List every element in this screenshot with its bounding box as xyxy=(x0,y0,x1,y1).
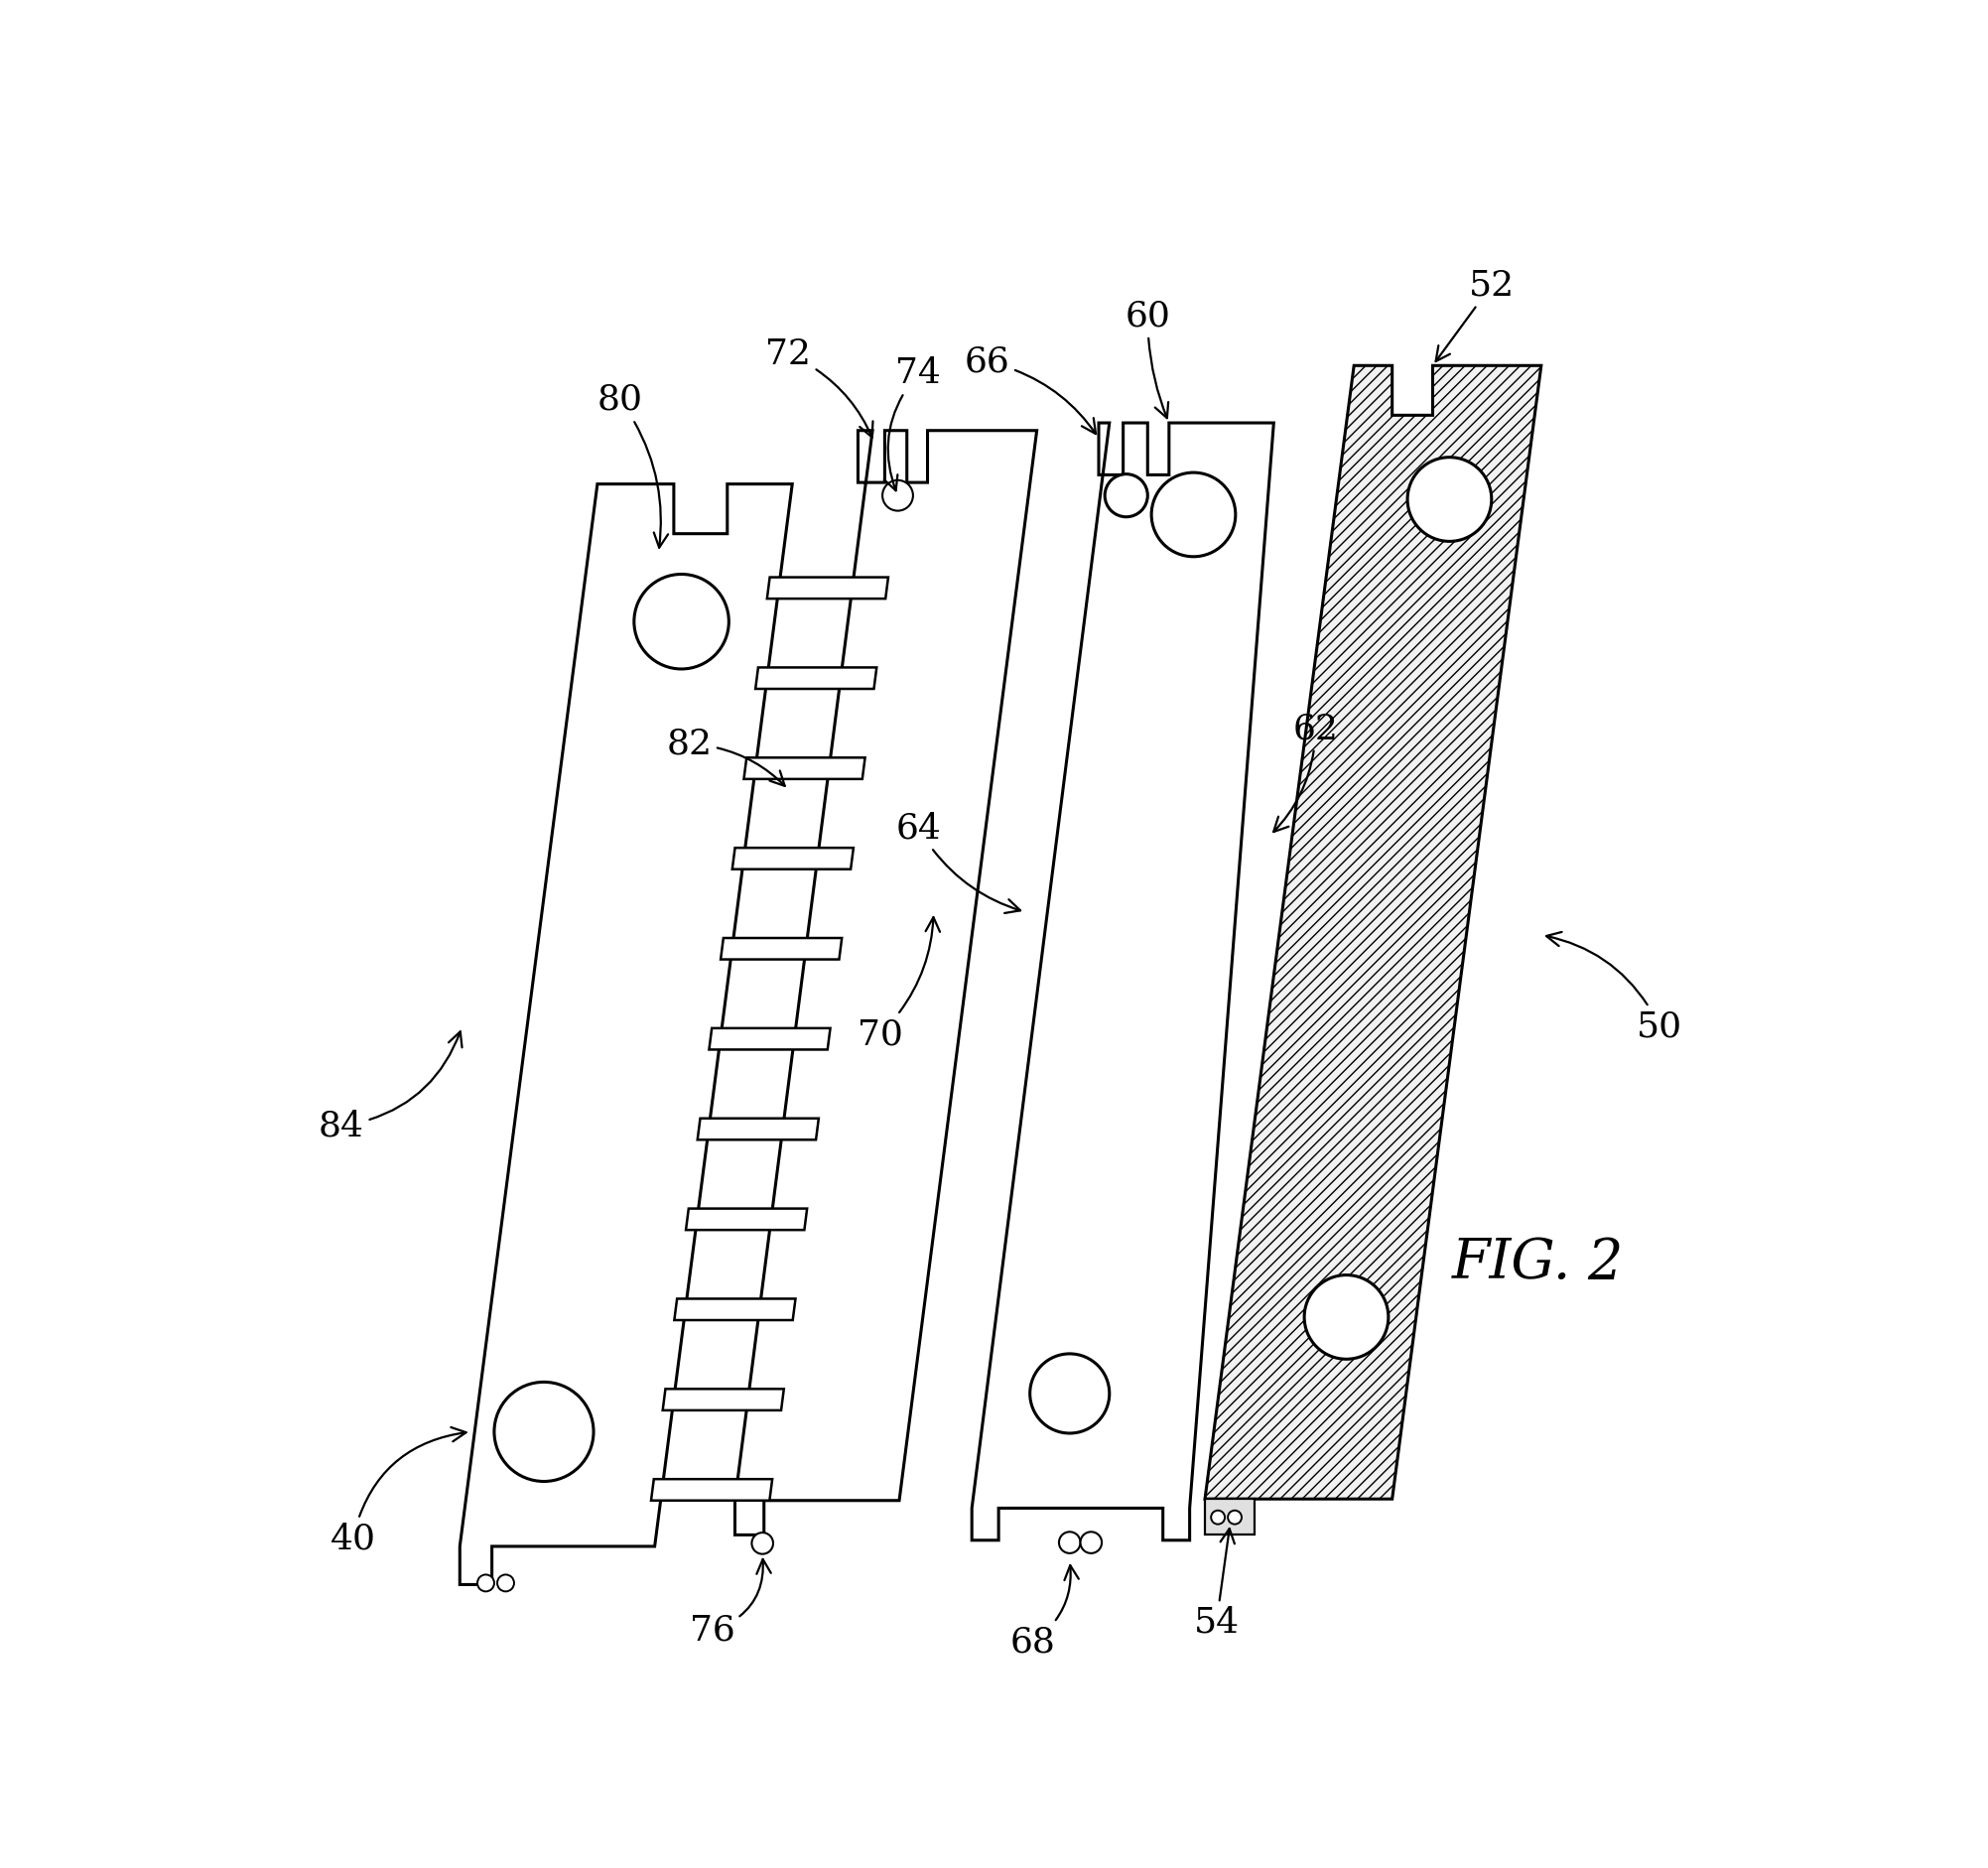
Circle shape xyxy=(497,1575,515,1592)
Circle shape xyxy=(883,480,912,510)
Text: 84: 84 xyxy=(318,1031,461,1143)
Circle shape xyxy=(1030,1354,1109,1433)
Polygon shape xyxy=(459,484,793,1584)
Circle shape xyxy=(1229,1511,1242,1524)
Circle shape xyxy=(1151,473,1235,557)
Circle shape xyxy=(1408,458,1491,542)
Circle shape xyxy=(751,1532,773,1554)
Polygon shape xyxy=(698,1119,819,1139)
Polygon shape xyxy=(732,848,853,869)
Text: 50: 50 xyxy=(1547,932,1682,1044)
Text: 60: 60 xyxy=(1125,299,1171,418)
Polygon shape xyxy=(686,1209,807,1229)
Circle shape xyxy=(1211,1511,1225,1524)
Text: 76: 76 xyxy=(690,1560,771,1648)
Polygon shape xyxy=(1205,1498,1254,1535)
Text: 62: 62 xyxy=(1274,712,1338,831)
Circle shape xyxy=(634,573,730,669)
Polygon shape xyxy=(972,422,1274,1541)
Text: 70: 70 xyxy=(857,917,940,1052)
Polygon shape xyxy=(767,577,889,598)
Circle shape xyxy=(1105,474,1147,517)
Polygon shape xyxy=(662,1390,783,1410)
Text: 74: 74 xyxy=(885,357,940,491)
Polygon shape xyxy=(674,1298,795,1321)
Text: 66: 66 xyxy=(964,346,1095,433)
Polygon shape xyxy=(755,667,877,689)
Circle shape xyxy=(495,1382,594,1481)
Circle shape xyxy=(1060,1532,1079,1552)
Text: FIG. 2: FIG. 2 xyxy=(1451,1237,1624,1291)
Text: 64: 64 xyxy=(895,811,1020,913)
Text: 68: 68 xyxy=(1010,1565,1079,1659)
Polygon shape xyxy=(1205,366,1541,1498)
Circle shape xyxy=(1304,1276,1388,1360)
Circle shape xyxy=(1079,1532,1101,1552)
Text: 82: 82 xyxy=(666,727,785,786)
Polygon shape xyxy=(710,1027,831,1050)
Polygon shape xyxy=(736,430,1038,1535)
Text: 52: 52 xyxy=(1435,269,1515,361)
Text: 72: 72 xyxy=(765,338,873,437)
Polygon shape xyxy=(722,938,841,960)
Text: 80: 80 xyxy=(598,383,668,547)
Text: 40: 40 xyxy=(330,1427,465,1556)
Polygon shape xyxy=(744,758,865,779)
Text: 54: 54 xyxy=(1193,1528,1239,1640)
Circle shape xyxy=(477,1575,495,1592)
Polygon shape xyxy=(652,1479,771,1500)
